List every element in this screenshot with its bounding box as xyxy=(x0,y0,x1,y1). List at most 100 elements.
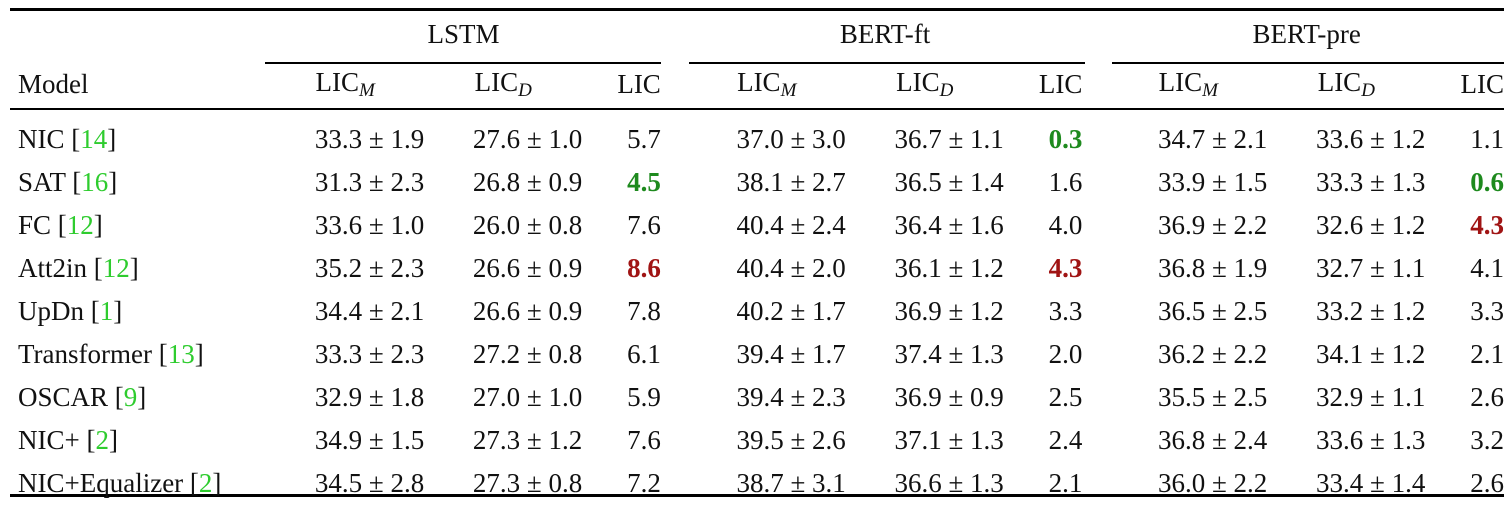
model-name-cell: NIC [14] xyxy=(10,108,266,161)
table-row: Transformer [13] 33.3 ± 2.3 27.2 ± 0.8 6.1 3… xyxy=(10,333,1504,376)
lstm-lic-d-cell: 27.6 ± 1.0 xyxy=(472,124,583,154)
lstm-lic-m-cell: 32.9 ± 1.8 xyxy=(314,382,425,412)
bertpre-lic-d-cell: 32.7 ± 1.1 xyxy=(1316,253,1426,283)
lstm-lic-d-cell: 26.6 ± 0.9 xyxy=(472,296,583,326)
group-header-lstm: LSTM xyxy=(427,18,500,49)
bertpre-lic-m-cell: 33.9 ± 1.5 xyxy=(1157,167,1268,197)
bertpre-lic-m-cell: 36.8 ± 1.9 xyxy=(1157,253,1268,283)
lstm-lic-m-cell: 33.3 ± 2.3 xyxy=(314,339,425,369)
table-row: OSCAR [9] 32.9 ± 1.8 27.0 ± 1.0 5.9 39.4 ± 2… xyxy=(10,376,1504,419)
citation-link[interactable]: 13 xyxy=(167,339,195,369)
bertpre-lic-cell: 4.1 xyxy=(1470,253,1504,283)
model-column-header: Model xyxy=(18,68,89,99)
bertft-lic-cell: 4.3 xyxy=(1048,253,1083,283)
citation-bracket: ] xyxy=(108,425,118,455)
model-name-cell: Att2in [12] xyxy=(10,247,266,290)
model-name: SAT [ xyxy=(18,167,82,197)
bertpre-lic-cell: 0.6 xyxy=(1470,167,1504,197)
bertft-lic-d-cell: 36.6 ± 1.3 xyxy=(894,468,1004,498)
model-name: NIC [ xyxy=(18,124,81,154)
table-row: NIC [14] 33.3 ± 1.9 27.6 ± 1.0 5.7 37.0 ± 3.… xyxy=(10,108,1504,161)
bertpre-lic-cell: 2.6 xyxy=(1470,382,1504,412)
bertft-lic-m-cell: 39.5 ± 2.6 xyxy=(736,425,846,455)
citation-link[interactable]: 9 xyxy=(123,382,138,412)
table-row: UpDn [1] 34.4 ± 2.1 26.6 ± 0.9 7.8 40.2 ± 1.… xyxy=(10,290,1504,333)
model-name-cell: Transformer [13] xyxy=(10,333,266,376)
results-table: LSTM BERT-ft BERT-pre Model LICM LICD LI… xyxy=(10,8,1504,505)
column-gap xyxy=(661,161,688,204)
citation-bracket: ] xyxy=(137,382,147,412)
bertpre-lic-cell: 2.1 xyxy=(1470,339,1504,369)
lstm-cmidrule xyxy=(265,62,661,64)
model-name: UpDn [ xyxy=(18,296,100,326)
col-header-lic-m: LICM xyxy=(1158,66,1218,101)
bertft-lic-cell: 2.4 xyxy=(1048,425,1083,455)
column-gap xyxy=(1082,247,1109,290)
col-header-lic: LIC xyxy=(1460,68,1505,99)
citation-bracket: ] xyxy=(108,167,118,197)
citation-bracket: ] xyxy=(107,124,117,154)
bertpre-lic-m-cell: 36.2 ± 2.2 xyxy=(1157,339,1268,369)
citation-link[interactable]: 14 xyxy=(80,124,108,154)
lstm-lic-cell: 5.9 xyxy=(627,382,661,412)
lstm-lic-d-cell: 26.6 ± 0.9 xyxy=(472,253,583,283)
column-gap xyxy=(661,376,688,419)
lstm-lic-cell: 6.1 xyxy=(627,339,661,369)
citation-link[interactable]: 1 xyxy=(99,296,114,326)
model-name: Transformer [ xyxy=(18,339,168,369)
lstm-lic-cell: 7.6 xyxy=(627,210,661,240)
bertft-lic-d-cell: 36.5 ± 1.4 xyxy=(894,167,1004,197)
bertft-lic-cell: 1.6 xyxy=(1048,167,1083,197)
citation-link[interactable]: 12 xyxy=(66,210,94,240)
bertpre-lic-d-cell: 32.6 ± 1.2 xyxy=(1316,210,1426,240)
bertft-lic-m-cell: 40.4 ± 2.0 xyxy=(736,253,846,283)
citation-link[interactable]: 12 xyxy=(102,253,130,283)
bertpre-lic-m-cell: 36.5 ± 2.5 xyxy=(1157,296,1268,326)
citation-link[interactable]: 16 xyxy=(81,167,109,197)
citation-link[interactable]: 2 xyxy=(95,425,109,455)
table-body: NIC [14] 33.3 ± 1.9 27.6 ± 1.0 5.7 37.0 ± 3.… xyxy=(10,108,1504,505)
lstm-lic-d-cell: 27.3 ± 1.2 xyxy=(472,425,583,455)
lstm-lic-cell: 4.5 xyxy=(627,167,661,197)
lstm-lic-cell: 5.7 xyxy=(627,124,661,154)
bertft-lic-d-cell: 37.1 ± 1.3 xyxy=(894,425,1004,455)
column-gap xyxy=(1082,376,1109,419)
lstm-lic-m-cell: 34.5 ± 2.8 xyxy=(314,468,425,498)
lstm-lic-m-cell: 33.6 ± 1.0 xyxy=(314,210,425,240)
header-rule xyxy=(10,108,1504,110)
bertft-lic-m-cell: 39.4 ± 1.7 xyxy=(736,339,846,369)
bertft-lic-m-cell: 40.2 ± 1.7 xyxy=(736,296,846,326)
bertpre-lic-d-cell: 33.6 ± 1.3 xyxy=(1316,425,1426,455)
table-row: Att2in [12] 35.2 ± 2.3 26.6 ± 0.9 8.6 40.4 ±… xyxy=(10,247,1504,290)
bertft-lic-cell: 3.3 xyxy=(1048,296,1083,326)
lstm-lic-cell: 7.2 xyxy=(627,468,661,498)
citation-link[interactable]: 2 xyxy=(198,468,213,498)
model-name: NIC+Equalizer [ xyxy=(18,468,199,498)
column-gap xyxy=(1082,161,1109,204)
bertpre-lic-cell: 3.3 xyxy=(1470,296,1504,326)
column-gap xyxy=(661,204,688,247)
column-gap xyxy=(1082,204,1109,247)
col-header-lic: LIC xyxy=(1038,68,1083,99)
bertpre-cmidrule xyxy=(1112,62,1504,64)
lstm-lic-d-cell: 26.0 ± 0.8 xyxy=(472,210,583,240)
column-gap xyxy=(661,419,688,462)
bertpre-lic-m-cell: 36.8 ± 2.4 xyxy=(1157,425,1268,455)
bertft-lic-cell: 0.3 xyxy=(1048,124,1083,154)
col-header-lic-d: LICD xyxy=(474,66,532,101)
col-header-lic-m: LICM xyxy=(737,66,797,101)
bertft-lic-d-cell: 36.9 ± 0.9 xyxy=(894,382,1004,412)
bertpre-lic-d-cell: 33.2 ± 1.2 xyxy=(1316,296,1426,326)
model-name-cell: OSCAR [9] xyxy=(10,376,266,419)
bertft-lic-m-cell: 39.4 ± 2.3 xyxy=(736,382,846,412)
bertft-lic-m-cell: 37.0 ± 3.0 xyxy=(736,124,846,154)
citation-bracket: ] xyxy=(113,296,123,326)
group-header-row: LSTM BERT-ft BERT-pre xyxy=(10,8,1504,60)
bertft-lic-m-cell: 38.7 ± 3.1 xyxy=(736,468,846,498)
lstm-lic-d-cell: 27.2 ± 0.8 xyxy=(472,339,583,369)
bertft-lic-d-cell: 37.4 ± 1.3 xyxy=(894,339,1004,369)
bertpre-lic-cell: 1.1 xyxy=(1470,124,1504,154)
bertpre-lic-d-cell: 34.1 ± 1.2 xyxy=(1316,339,1426,369)
bertpre-lic-m-cell: 34.7 ± 2.1 xyxy=(1157,124,1268,154)
model-name-cell: NIC+ [2] xyxy=(10,419,266,462)
